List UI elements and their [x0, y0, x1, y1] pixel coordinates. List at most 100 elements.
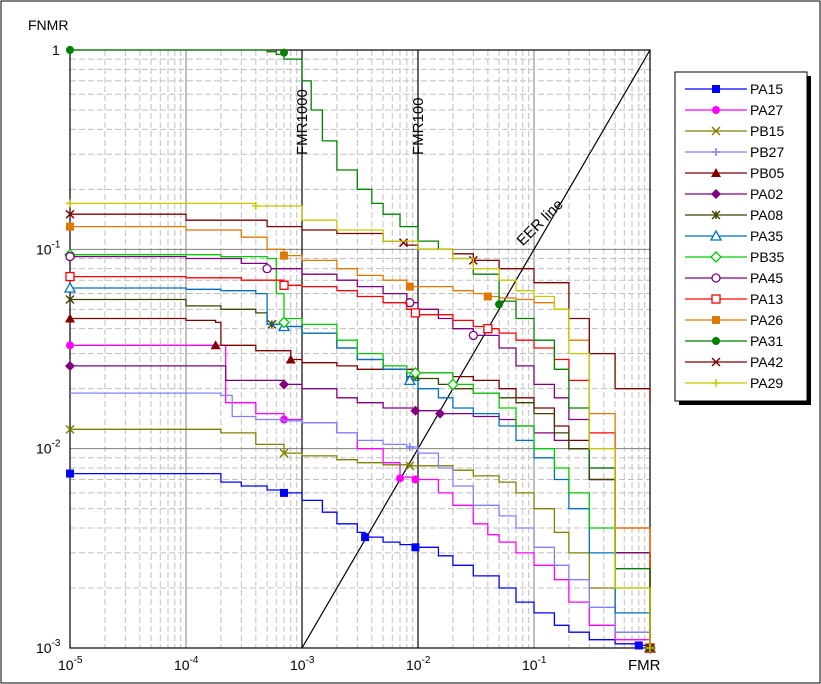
data-point	[468, 330, 478, 341]
data-point	[403, 374, 416, 386]
legend-label: PB15	[750, 123, 784, 139]
data-point	[65, 251, 75, 262]
legend-marker	[712, 106, 720, 114]
series-line	[70, 202, 651, 648]
legend-label: PA13	[750, 291, 783, 307]
legend-label: PA35	[750, 228, 783, 244]
legend-marker	[712, 148, 720, 156]
data-point	[280, 251, 289, 260]
data-point	[280, 48, 289, 57]
x-tick-exponent: -2	[422, 655, 431, 666]
legend-marker	[711, 273, 721, 283]
y-tick-exponent: -1	[52, 239, 61, 250]
data-point	[646, 644, 654, 652]
data-point	[66, 341, 74, 350]
data-point	[66, 222, 74, 231]
series-line	[70, 287, 651, 648]
legend-item-pb35: PB35	[685, 249, 784, 265]
legend-marker	[711, 126, 721, 136]
legend-label: PA29	[750, 375, 783, 391]
legend-label: PA15	[750, 81, 783, 97]
data-point	[411, 543, 420, 552]
data-point	[65, 295, 75, 305]
y-tick-label: 1	[52, 42, 60, 58]
data-point	[405, 282, 414, 291]
legend-label: PA08	[750, 207, 783, 223]
reference-line-label: FMR100	[410, 97, 427, 155]
legend-item-pa31: PA31	[685, 333, 783, 349]
data-point	[210, 340, 221, 350]
x-tick-exponent: -4	[190, 655, 199, 666]
data-point	[63, 281, 77, 293]
data-point	[66, 199, 74, 208]
y-tick-exponent: -2	[52, 439, 61, 450]
legend-label: PB05	[750, 165, 784, 181]
legend-item-pb05: PB05	[685, 165, 784, 181]
data-point	[483, 292, 492, 301]
y-tick-exponent: -3	[52, 638, 61, 649]
x-axis-label: FMR	[628, 657, 661, 674]
legend: PA15 PA27 PB15 PB27 PB05 PA02 PA08 PA35 PB35 PA45…	[674, 71, 811, 405]
data-point	[280, 488, 289, 497]
eer-line	[301, 49, 651, 649]
data-point	[405, 461, 415, 471]
legend-item-pa35: PA35	[685, 228, 783, 244]
data-point	[396, 474, 405, 483]
series-lines	[63, 46, 657, 654]
data-point	[65, 424, 75, 434]
data-point	[65, 360, 75, 371]
legend-marker	[710, 251, 722, 263]
data-point	[66, 46, 74, 54]
legend-label: PA02	[750, 186, 783, 202]
data-point	[411, 475, 420, 484]
legend-marker	[712, 85, 720, 93]
data-point	[410, 308, 421, 318]
legend-item-pb15: PB15	[685, 123, 784, 139]
data-point	[410, 405, 421, 416]
series-line	[70, 49, 651, 648]
legend-marker	[711, 189, 721, 199]
data-point	[405, 442, 414, 451]
legend-marker	[712, 379, 720, 387]
reference-line-label: FMR1000	[294, 89, 311, 155]
x-tick-exponent: -1	[538, 655, 547, 666]
legend-marker	[711, 294, 721, 304]
legend-item-pb27: PB27	[685, 144, 784, 160]
data-point	[495, 300, 504, 309]
data-point	[409, 366, 422, 379]
series-line	[70, 392, 651, 648]
legend-item-pa26: PA26	[685, 312, 783, 328]
data-point	[398, 238, 409, 248]
data-point	[65, 271, 75, 282]
legend-item-pa15: PA15	[685, 81, 783, 97]
data-point	[447, 378, 459, 391]
legend-marker	[711, 210, 721, 220]
legend-label: PA26	[750, 312, 783, 328]
legend-item-pa08: PA08	[685, 207, 783, 223]
legend-marker	[712, 337, 720, 345]
data-point	[66, 469, 74, 478]
data-point	[65, 209, 75, 219]
legend-label: PA45	[750, 270, 783, 286]
legend-marker	[711, 168, 721, 177]
data-point	[361, 533, 370, 542]
series-pa13	[65, 271, 655, 653]
data-point	[251, 201, 260, 210]
series-pa29	[66, 199, 654, 652]
data-point	[279, 448, 289, 458]
legend-marker	[712, 316, 720, 324]
x-tick-exponent: -3	[306, 655, 315, 666]
legend-item-pa45: PA45	[685, 270, 783, 286]
legend-label: PA27	[750, 102, 783, 118]
x-tick-exponent: -5	[74, 655, 83, 666]
legend-item-pa29: PA29	[685, 375, 783, 391]
data-point	[483, 324, 493, 334]
series-line	[70, 428, 651, 648]
data-point	[279, 280, 289, 290]
data-point	[435, 408, 446, 419]
legend-item-pa42: PA42	[685, 354, 783, 370]
legend-label: PB27	[750, 144, 784, 160]
data-point	[278, 316, 290, 329]
data-point	[634, 641, 643, 650]
data-point	[285, 354, 296, 364]
